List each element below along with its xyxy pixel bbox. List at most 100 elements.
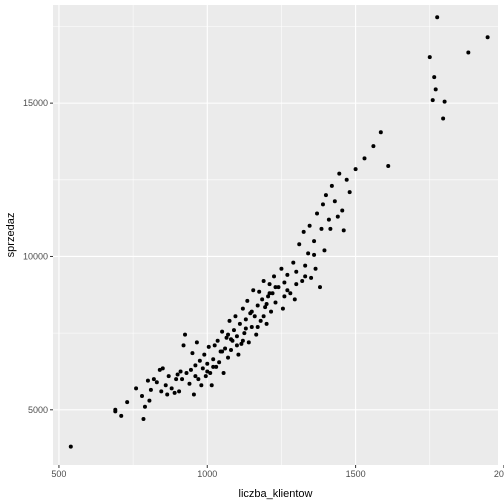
data-point <box>306 251 311 256</box>
data-point <box>125 400 130 405</box>
data-point <box>151 377 156 382</box>
x-tick-label: 1500 <box>346 469 366 479</box>
data-point <box>224 335 229 340</box>
data-point <box>233 314 238 319</box>
data-point <box>318 285 322 290</box>
data-point <box>285 288 290 293</box>
data-point <box>427 55 432 60</box>
data-point <box>217 360 222 365</box>
data-point <box>190 351 195 356</box>
data-point <box>113 407 118 412</box>
data-point <box>254 332 259 337</box>
data-point <box>199 383 204 388</box>
data-point <box>255 303 260 308</box>
data-point <box>371 144 376 149</box>
data-point <box>165 392 170 397</box>
data-point <box>263 305 268 310</box>
data-point <box>312 252 317 257</box>
data-point <box>212 343 217 348</box>
data-point <box>341 228 346 233</box>
data-point <box>246 340 251 345</box>
data-point <box>178 369 183 374</box>
data-point <box>242 331 247 336</box>
data-point <box>386 164 391 168</box>
data-point <box>269 309 274 314</box>
data-point <box>194 340 199 345</box>
data-point <box>328 226 333 231</box>
data-point <box>329 183 334 188</box>
data-point <box>172 390 177 395</box>
x-tick-label: 2000 <box>494 469 504 479</box>
data-point <box>292 297 297 302</box>
data-point <box>214 364 219 369</box>
data-point <box>193 374 198 379</box>
data-point <box>260 297 265 302</box>
data-point <box>166 374 171 379</box>
plot-panel <box>53 5 498 465</box>
x-axis-title: liczba_klientow <box>239 488 313 500</box>
data-point <box>202 352 207 357</box>
data-point <box>267 291 272 296</box>
data-point <box>435 15 440 20</box>
data-point <box>221 371 226 375</box>
data-point <box>220 329 225 334</box>
minor-grid <box>53 5 498 465</box>
data-point <box>282 280 287 285</box>
data-point <box>272 274 277 279</box>
data-point <box>280 306 285 311</box>
data-point <box>177 389 182 394</box>
data-point <box>303 274 308 279</box>
data-point <box>191 392 196 397</box>
data-point <box>181 343 186 348</box>
data-point <box>313 266 318 271</box>
data-point <box>249 325 254 329</box>
data-point <box>119 413 124 418</box>
data-point <box>200 366 205 371</box>
data-point <box>441 116 446 121</box>
data-point <box>294 282 299 287</box>
data-point <box>205 361 210 366</box>
data-point <box>180 377 185 382</box>
data-point <box>432 75 437 80</box>
data-point <box>154 380 159 385</box>
x-tick-label: 500 <box>51 469 66 479</box>
data-point <box>307 223 312 228</box>
data-point <box>208 371 213 375</box>
data-point <box>203 374 208 379</box>
data-point <box>226 332 231 337</box>
data-point <box>229 337 233 342</box>
data-point <box>362 156 367 161</box>
data-point <box>261 279 266 283</box>
data-point <box>257 289 262 294</box>
data-point <box>249 309 254 314</box>
data-point <box>220 349 225 354</box>
data-point <box>264 302 269 306</box>
data-point <box>169 386 174 391</box>
data-point <box>145 378 150 383</box>
data-point <box>159 389 164 394</box>
data-point <box>332 199 337 204</box>
data-point <box>261 314 266 319</box>
y-tick-label: 10000 <box>23 251 48 261</box>
data-point <box>240 306 245 311</box>
y-tick-label: 5000 <box>28 405 48 415</box>
data-point <box>312 239 317 244</box>
data-point <box>323 193 328 198</box>
data-point <box>303 263 308 268</box>
data-point <box>205 369 210 374</box>
data-point <box>134 386 139 391</box>
data-point <box>430 98 435 103</box>
data-point <box>188 367 193 372</box>
data-point <box>485 35 490 40</box>
data-point <box>187 381 192 386</box>
data-point <box>255 325 260 329</box>
data-point <box>243 326 248 331</box>
data-point <box>252 314 257 319</box>
data-point <box>142 404 147 409</box>
data-point <box>148 387 153 392</box>
data-point <box>344 177 349 182</box>
data-points <box>68 15 490 449</box>
data-point <box>223 346 228 351</box>
data-point <box>347 190 352 195</box>
